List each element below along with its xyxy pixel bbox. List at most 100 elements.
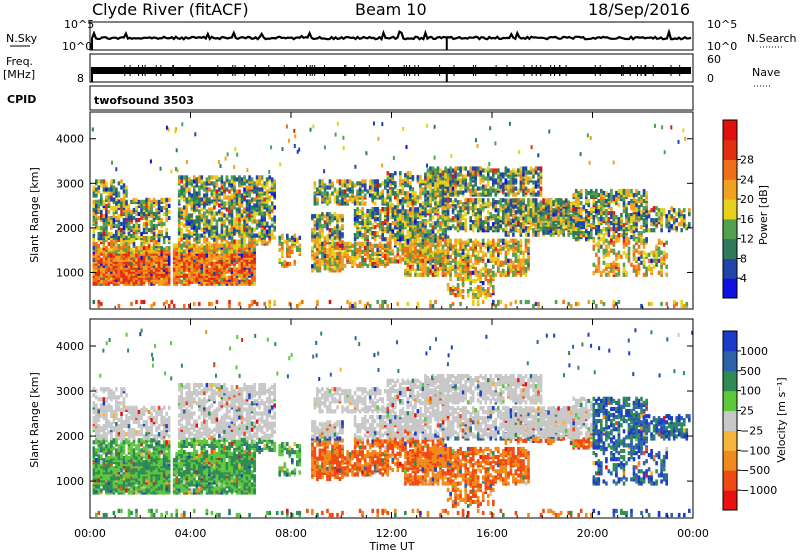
power-cell bbox=[190, 197, 194, 202]
power-cell bbox=[235, 177, 239, 182]
power-cell bbox=[439, 168, 442, 173]
power-cell bbox=[155, 199, 158, 204]
power-cell bbox=[263, 181, 266, 186]
power-cell bbox=[318, 234, 322, 239]
power-cell bbox=[419, 175, 422, 180]
power-cell bbox=[353, 183, 357, 188]
power-cell bbox=[554, 198, 558, 203]
power-cell bbox=[268, 225, 271, 230]
power-cell bbox=[132, 207, 136, 213]
power-cell bbox=[348, 255, 352, 260]
power-cell bbox=[426, 201, 430, 206]
power-cell bbox=[135, 246, 138, 251]
power-cell bbox=[391, 203, 395, 208]
power-cell bbox=[456, 214, 460, 219]
power-cell bbox=[112, 246, 116, 251]
power-cell bbox=[449, 186, 452, 191]
power-cell bbox=[406, 179, 410, 184]
power-cell bbox=[444, 255, 447, 260]
power-cell bbox=[524, 204, 528, 209]
power-cell bbox=[363, 233, 367, 238]
power-cell bbox=[474, 182, 477, 187]
power-cell bbox=[394, 209, 397, 214]
power-cell bbox=[233, 185, 236, 190]
power-cell bbox=[115, 215, 118, 221]
power-cell bbox=[215, 243, 219, 248]
power-cell bbox=[316, 197, 319, 202]
power-cell bbox=[110, 231, 113, 237]
power-cell bbox=[512, 174, 515, 179]
power-cell bbox=[494, 192, 498, 197]
power-cell bbox=[145, 235, 148, 241]
power-cell bbox=[404, 221, 407, 226]
power-cell bbox=[185, 265, 189, 270]
power-cell bbox=[238, 179, 241, 184]
power-cell bbox=[399, 213, 402, 218]
power-cell bbox=[479, 192, 482, 197]
power-cell bbox=[534, 184, 538, 189]
power-cell bbox=[487, 226, 490, 231]
power-cell bbox=[409, 207, 412, 212]
power-cell bbox=[97, 215, 101, 221]
power-cell bbox=[135, 273, 138, 278]
power-cell bbox=[461, 166, 465, 171]
power-cell bbox=[243, 239, 246, 244]
power-cell bbox=[394, 181, 397, 186]
power-cell bbox=[479, 204, 482, 209]
power-cell bbox=[205, 237, 209, 242]
power-cell bbox=[459, 182, 462, 187]
power-cell bbox=[120, 265, 123, 270]
power-cell bbox=[409, 252, 412, 257]
power-cell bbox=[100, 247, 103, 252]
power-cell bbox=[235, 225, 239, 230]
power-cell bbox=[497, 266, 500, 271]
power-cell bbox=[509, 180, 513, 185]
power-cell bbox=[524, 166, 528, 171]
power-cell bbox=[188, 221, 191, 226]
power-cell bbox=[100, 225, 103, 231]
power-cell bbox=[157, 257, 161, 262]
power-cell bbox=[100, 257, 103, 262]
power-cell bbox=[228, 219, 231, 224]
power-cell bbox=[479, 224, 482, 229]
power-cell bbox=[318, 238, 322, 243]
power-cell bbox=[469, 192, 472, 197]
power-cell bbox=[331, 238, 334, 243]
power-cell bbox=[228, 241, 231, 246]
power-cell bbox=[489, 226, 493, 231]
power-cell bbox=[406, 209, 410, 214]
power-cell bbox=[243, 187, 246, 192]
power-cell bbox=[193, 189, 196, 194]
power-cell bbox=[444, 174, 447, 179]
power-cell bbox=[235, 249, 239, 254]
power-cell bbox=[502, 216, 505, 221]
power-cell bbox=[376, 207, 379, 212]
power-cell bbox=[519, 198, 523, 203]
power-cell bbox=[142, 240, 146, 245]
power-cell bbox=[185, 237, 189, 242]
power-cell bbox=[240, 193, 244, 198]
power-cell bbox=[245, 207, 249, 212]
power-cell bbox=[313, 191, 317, 196]
power-cell bbox=[122, 244, 126, 249]
power-cell bbox=[373, 195, 377, 200]
power-cell bbox=[152, 197, 156, 202]
power-cell bbox=[220, 185, 224, 190]
power-cell bbox=[384, 255, 387, 260]
power-cell bbox=[363, 201, 367, 206]
power-cell bbox=[243, 251, 246, 256]
power-cell bbox=[366, 209, 369, 214]
power-cell bbox=[218, 259, 221, 264]
power-cell bbox=[474, 216, 477, 221]
power-cell bbox=[411, 246, 415, 251]
power-cell bbox=[396, 235, 400, 240]
power-cell bbox=[253, 281, 256, 286]
cpid-value: twofsound 3503 bbox=[94, 94, 194, 107]
power-cell bbox=[230, 201, 234, 206]
power-cell bbox=[434, 233, 437, 238]
power-cell bbox=[333, 251, 337, 256]
power-cell bbox=[120, 221, 123, 227]
power-cell bbox=[110, 219, 113, 225]
power-cell bbox=[162, 240, 166, 245]
power-cell bbox=[167, 259, 171, 264]
